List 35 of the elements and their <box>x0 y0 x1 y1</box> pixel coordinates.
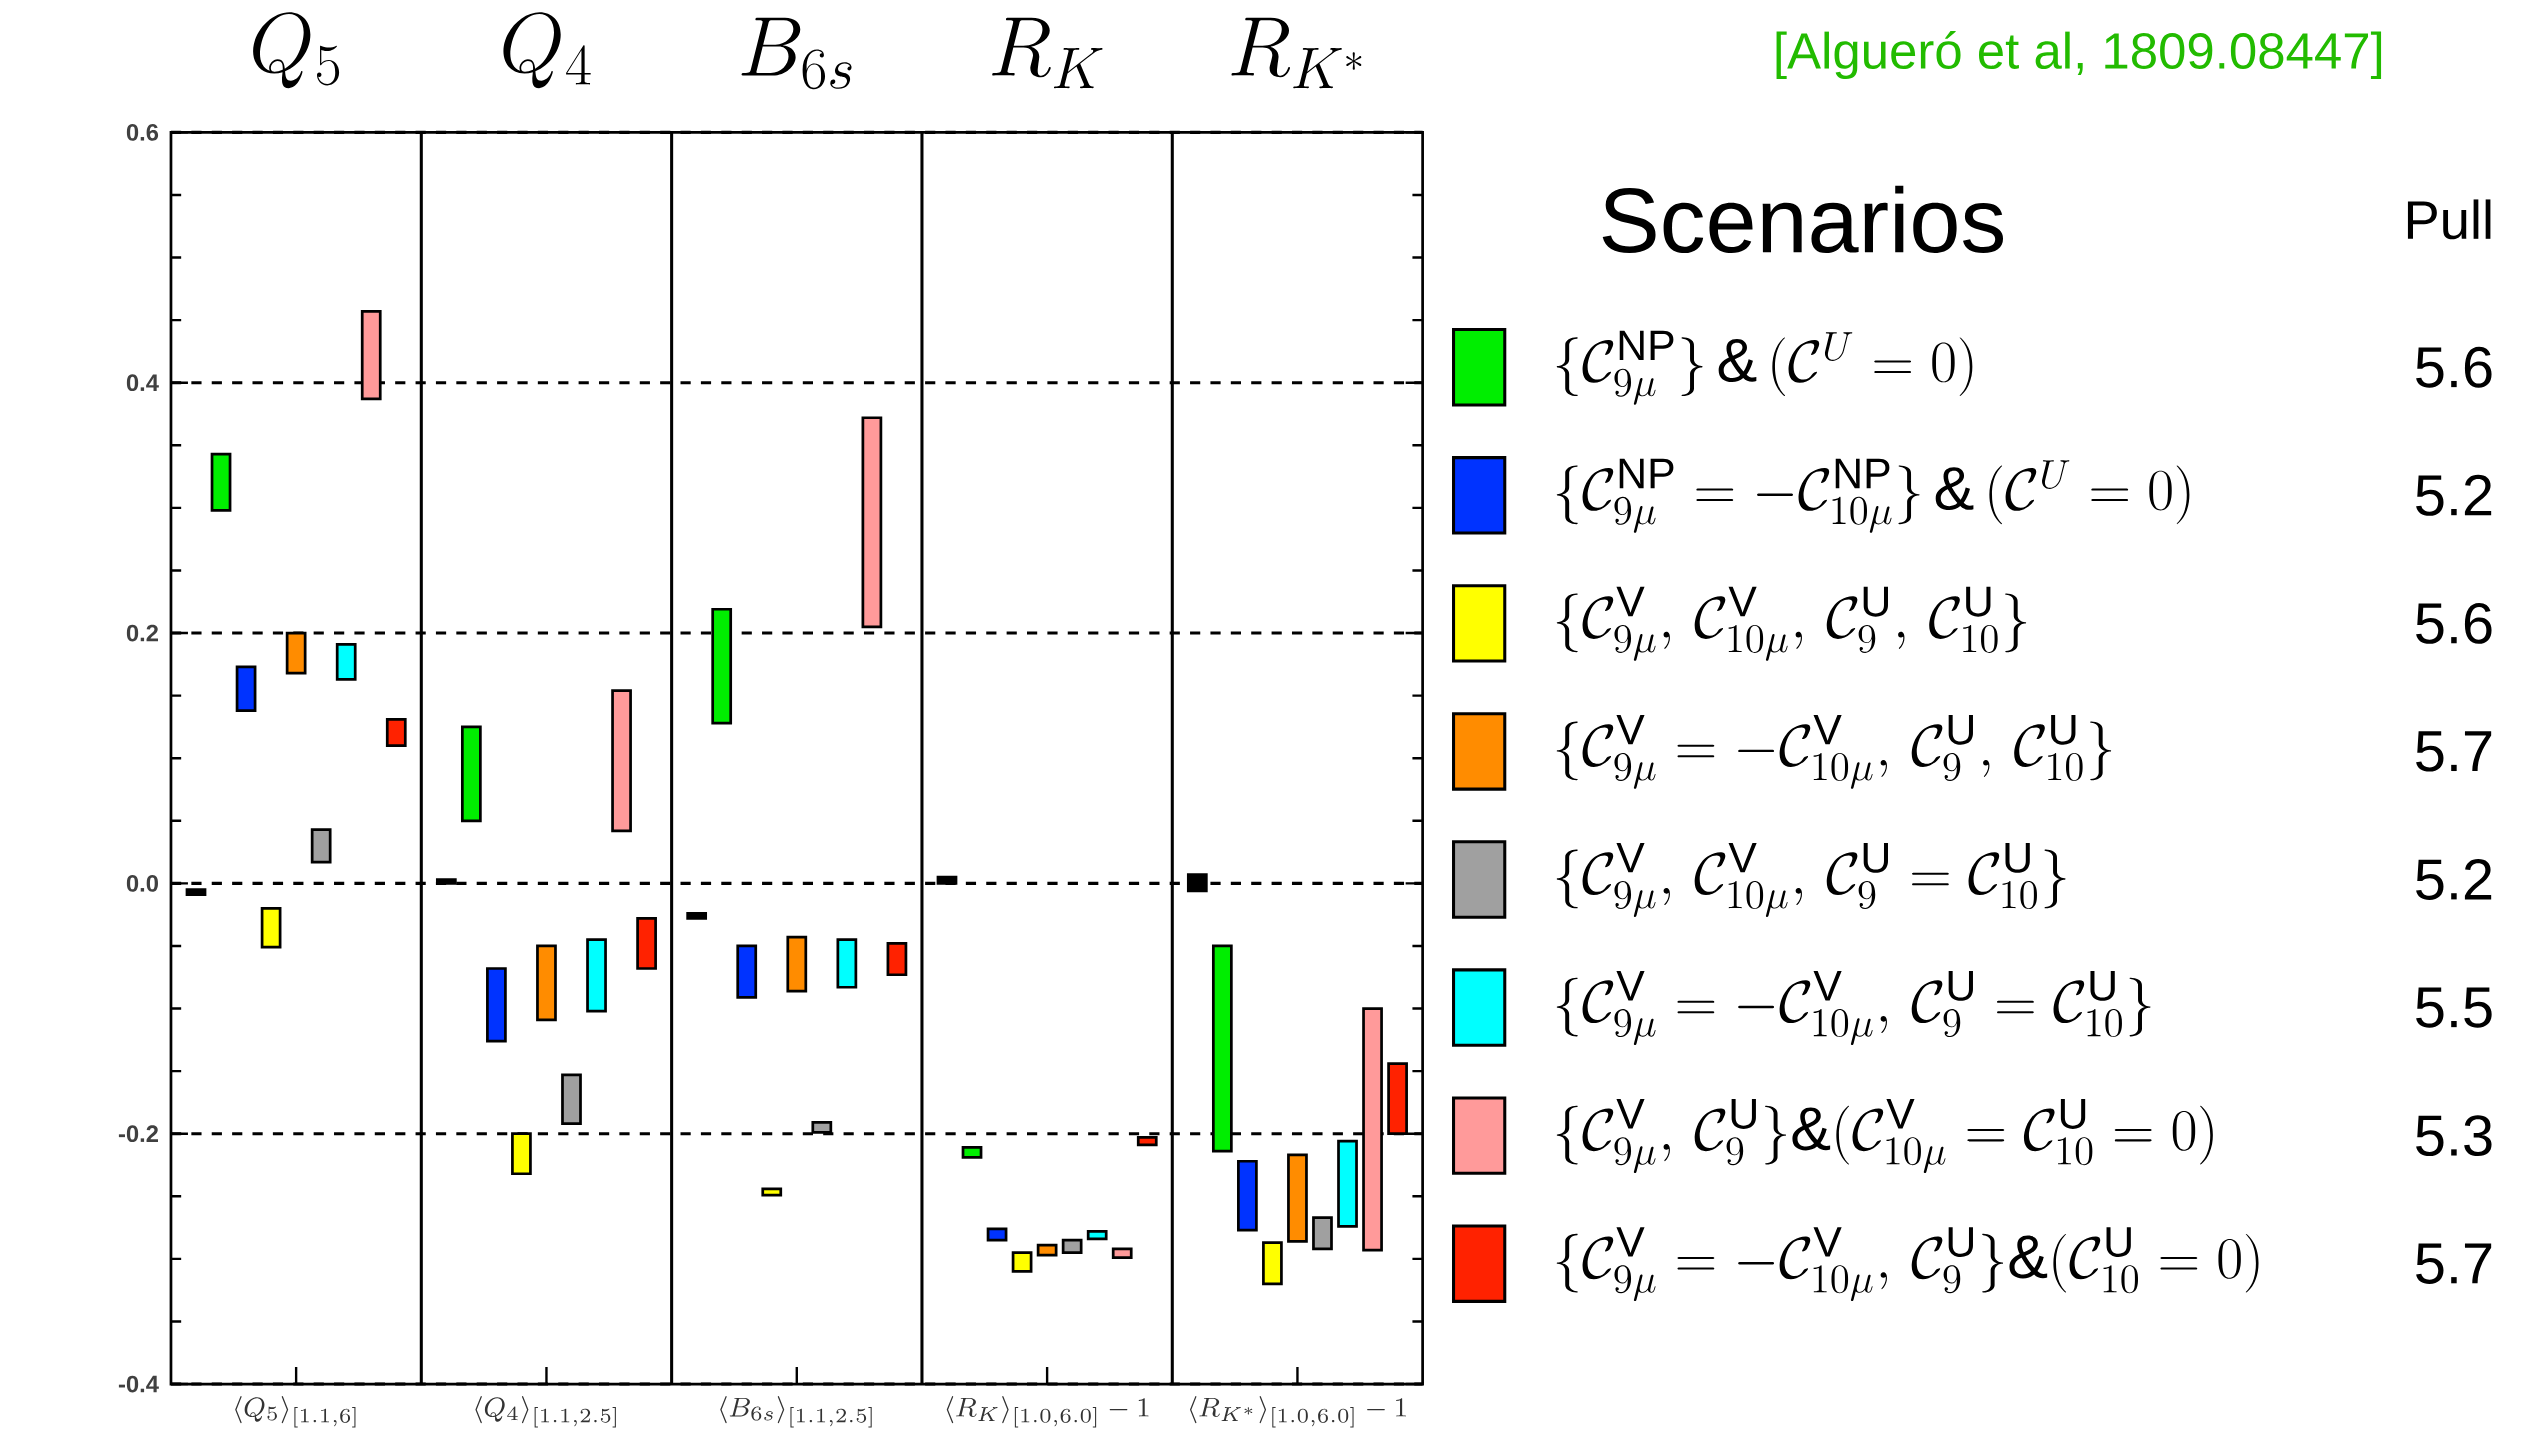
x-tick-label: $\langle B_{6s}\rangle_{[1.1,2.5]}$ <box>720 1396 872 1428</box>
y-tick-label: -0.2 <box>118 1125 158 1143</box>
legend-title: Scenarios <box>1602 185 2004 254</box>
x-tick-label: $\langle R_{K^*}\rangle_{[1.0,6.0]}-1$ <box>1190 1396 1406 1428</box>
text: $R_K$ <box>992 17 1103 89</box>
text: 5.6 <box>2416 603 2492 644</box>
text: 5.6 <box>2416 346 2492 388</box>
text: $R_{K^*}$ <box>1231 17 1362 89</box>
y-tick-label: 0.6 <box>126 124 159 141</box>
legend-label: $\{\mathcal{C}_{9\mu}^{\rm V},\,\mathcal{C}_{10\mu}^{\rm V},\,\mathcal{C}_{9}^{\rm U}=\mathcal{C}_{10}^{\rm U}\}$ <box>1556 843 2066 918</box>
text: 5.7 <box>2416 1243 2492 1284</box>
text: $B_{6s}$ <box>741 17 852 90</box>
text: 5.5 <box>2416 987 2492 1028</box>
x-tick-label: $\langle Q_5\rangle_{[1.1,6]}$ <box>235 1396 356 1428</box>
y-tick-label: -0.4 <box>118 1375 159 1393</box>
x-tick-label: $\langle Q_4\rangle_{[1.1,2.5]}$ <box>475 1396 616 1428</box>
text: $Q_4$ <box>503 12 591 89</box>
text: 5.2 <box>2416 474 2492 516</box>
legend-label: $\{\mathcal{C}_{9\mu}^{\rm V},\,\mathcal{C}_{9}^{\rm U}\}\&(\mathcal{C}_{10\mu}^{\rm V}=\mathcal{C}_{10}^{\rm U}=0)$ <box>1556 1099 2213 1174</box>
legend-label: $\{\mathcal{C}_{9\mu}^{\rm V}=-\mathcal{C}_{10\mu}^{\rm V},\,\mathcal{C}_{9}^{\rm U},\,\mathcal{C}_{10}^{\rm U}\}$ <box>1556 715 2112 789</box>
text: 5.2 <box>2416 859 2492 901</box>
y-tick-label: 0.2 <box>126 624 158 642</box>
x-tick-label: $\langle R_K\rangle_{[1.0,6.0]}-1$ <box>946 1396 1149 1428</box>
legend-label: $\{\mathcal{C}_{9\mu}^{\rm V}=-\mathcal{C}_{10\mu}^{\rm V},\,\mathcal{C}_{9}^{\rm U}\}\&(\mathcal{C}_{10}^{\rm U}=0)$ <box>1556 1227 2259 1302</box>
text: $Q_5$ <box>253 12 340 89</box>
legend-label: $\{\mathcal{C}_{9\mu}^{\rm V},\,\mathcal{C}_{10\mu}^{\rm V},\,\mathcal{C}_{9}^{\rm U},\,\mathcal{C}_{10}^{\rm U}\}$ <box>1556 586 2027 661</box>
text: 5.7 <box>2416 731 2492 772</box>
legend-label: $\{\mathcal{C}_{9\mu}^{\rm NP}=-\mathcal{C}_{10\mu}^{\rm NP}\}\,\&\,(\mathcal{C}^{U}=0)$ <box>1556 458 2190 533</box>
legend-label: $\{\mathcal{C}_{9\mu}^{\rm V}=-\mathcal{C}_{10\mu}^{\rm V},\,\mathcal{C}_{9}^{\rm U}=\mathcal{C}_{10}^{\rm U}\}$ <box>1556 971 2151 1046</box>
text: [Algueró et al, 1809.08447] <box>1776 31 2382 80</box>
y-tick-label: 0.0 <box>126 875 158 892</box>
text: Pull <box>2407 199 2491 240</box>
y-tick-label: 0.4 <box>126 374 159 392</box>
text: 5.3 <box>2416 1115 2492 1157</box>
legend-label: $\{\mathcal{C}_{9\mu}^{\rm NP}\}\,\&\,(\mathcal{C}^{U}=0)$ <box>1556 330 1973 405</box>
